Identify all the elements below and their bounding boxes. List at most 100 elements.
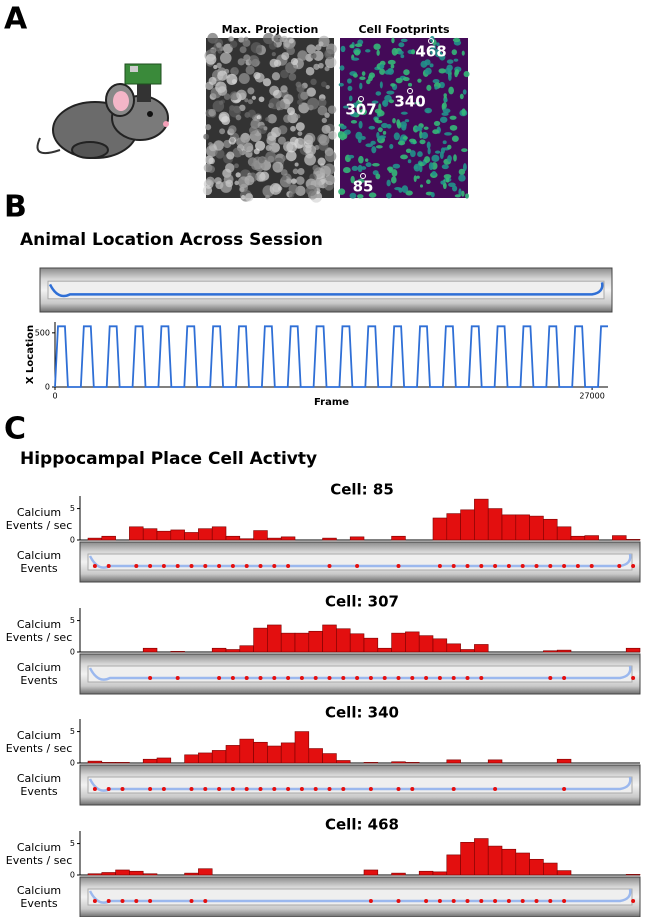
texture bbox=[453, 154, 457, 162]
texture bbox=[216, 42, 222, 48]
cell-label: 340 bbox=[394, 93, 425, 111]
texture bbox=[358, 155, 364, 164]
bar bbox=[487, 759, 503, 764]
texture bbox=[391, 47, 398, 56]
texture bbox=[324, 48, 335, 60]
texture bbox=[397, 50, 404, 55]
texture bbox=[413, 163, 421, 172]
texture bbox=[382, 99, 389, 107]
texture bbox=[288, 73, 297, 81]
texture bbox=[290, 178, 297, 185]
texture bbox=[458, 174, 466, 182]
texture bbox=[226, 73, 238, 85]
texture bbox=[273, 89, 283, 99]
bar bbox=[198, 752, 213, 764]
bar bbox=[142, 528, 158, 541]
texture bbox=[298, 138, 305, 145]
texture bbox=[402, 76, 410, 82]
texture bbox=[434, 51, 443, 58]
event-dot bbox=[203, 899, 208, 903]
texture bbox=[395, 77, 403, 84]
bar bbox=[570, 535, 586, 541]
texture bbox=[431, 154, 440, 162]
bar bbox=[584, 535, 599, 541]
event-dot bbox=[410, 787, 415, 791]
texture bbox=[296, 84, 305, 93]
texture bbox=[453, 58, 459, 62]
event-dot bbox=[631, 564, 636, 568]
event-dot bbox=[368, 676, 373, 680]
event-dot bbox=[327, 676, 332, 680]
bar bbox=[129, 526, 144, 541]
bar bbox=[322, 624, 337, 653]
texture bbox=[318, 41, 324, 47]
texture bbox=[392, 163, 401, 169]
texture bbox=[442, 140, 447, 145]
event-dot bbox=[437, 899, 442, 903]
bar bbox=[142, 873, 158, 876]
texture bbox=[351, 57, 360, 61]
texture bbox=[405, 148, 412, 154]
event-dot bbox=[299, 787, 304, 791]
y-axis-label: Calcium Events / sec bbox=[5, 506, 73, 532]
texture bbox=[454, 194, 461, 198]
bar bbox=[349, 536, 365, 541]
event-dot bbox=[175, 676, 180, 680]
texture bbox=[413, 175, 417, 182]
bar bbox=[612, 535, 627, 541]
event-dot bbox=[631, 899, 636, 903]
texture bbox=[340, 45, 346, 53]
bar bbox=[156, 530, 172, 541]
texture bbox=[247, 109, 256, 118]
bar bbox=[556, 870, 572, 876]
bar bbox=[294, 731, 310, 764]
y-tick-label: 5 bbox=[70, 616, 75, 625]
texture bbox=[461, 50, 465, 56]
texture bbox=[379, 68, 386, 75]
bar bbox=[115, 762, 130, 764]
texture bbox=[238, 72, 250, 85]
trajectory bbox=[88, 888, 632, 904]
texture bbox=[350, 175, 355, 184]
texture bbox=[205, 176, 215, 186]
texture bbox=[387, 166, 394, 172]
texture bbox=[436, 42, 440, 47]
texture bbox=[400, 154, 408, 160]
event-dot bbox=[230, 564, 235, 568]
event-dot bbox=[106, 564, 111, 568]
texture bbox=[459, 93, 464, 100]
event-dot bbox=[520, 899, 525, 903]
event-dot bbox=[148, 787, 153, 791]
texture bbox=[354, 43, 363, 48]
texture bbox=[452, 37, 461, 43]
texture bbox=[407, 82, 413, 87]
event-dot bbox=[548, 564, 553, 568]
texture bbox=[368, 125, 376, 130]
texture bbox=[215, 149, 225, 159]
event-dot bbox=[548, 899, 553, 903]
texture bbox=[401, 124, 407, 131]
bar bbox=[115, 869, 130, 876]
texture bbox=[321, 117, 327, 124]
texture bbox=[234, 180, 239, 186]
texture bbox=[288, 184, 299, 194]
texture bbox=[403, 69, 410, 76]
texture bbox=[327, 105, 337, 114]
texture bbox=[283, 114, 292, 123]
texture bbox=[348, 154, 355, 159]
bar bbox=[129, 870, 144, 876]
bar bbox=[377, 647, 392, 653]
event-dot bbox=[341, 787, 346, 791]
bar bbox=[556, 526, 572, 541]
texture bbox=[258, 96, 265, 103]
texture bbox=[247, 87, 255, 95]
bar bbox=[460, 842, 475, 876]
event-dot bbox=[589, 564, 594, 568]
texture bbox=[359, 108, 368, 116]
texture bbox=[448, 86, 454, 95]
track-label: Calcium Events bbox=[16, 772, 62, 798]
texture bbox=[225, 163, 235, 173]
texture bbox=[307, 97, 320, 110]
texture bbox=[421, 132, 429, 140]
texture bbox=[358, 120, 363, 129]
